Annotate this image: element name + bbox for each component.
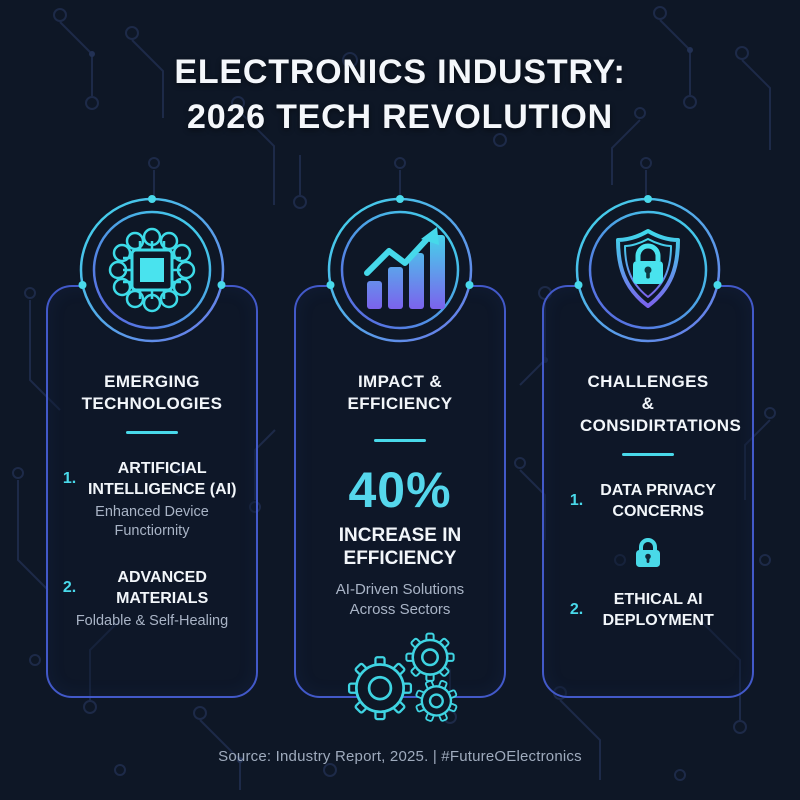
card-emerging-technologies: EMERGING TECHNOLOGIES 1. ARTIFICIAL INTE… <box>46 285 258 698</box>
column-impact-efficiency: IMPACT & EFFICIENCY 40% INCREASE IN EFFI… <box>294 195 506 722</box>
gears-icon <box>347 632 458 722</box>
card-title: CHALLENGES & CONSIDIRTATIONS <box>580 372 742 435</box>
shield-lock-badge <box>573 195 723 345</box>
cards-row: EMERGING TECHNOLOGIES 1. ARTIFICIAL INTE… <box>0 195 800 722</box>
stat-value: 40% <box>348 462 452 518</box>
item-number: 1. <box>569 492 584 509</box>
list-item-data-privacy: 1. DATA PRIVACY CONCERNS <box>558 480 738 522</box>
stat-subtitle: AI-Driven Solutions Across Sectors <box>335 581 465 618</box>
item-title: ARTIFICIAL INTELLIGENCE (AI) <box>87 460 237 498</box>
divider <box>126 431 178 434</box>
divider <box>622 453 674 456</box>
stat-label: INCREASE IN EFFICIENCY <box>338 525 462 569</box>
page-title: ELECTRONICS INDUSTRY: 2026 TECH REVOLUTI… <box>0 50 800 140</box>
shield-lock-icon <box>574 195 722 344</box>
divider <box>374 439 426 442</box>
lock-icon <box>636 538 660 567</box>
list-item-artificial-intelligence: 1. ARTIFICIAL INTELLIGENCE (AI) <box>62 458 242 500</box>
column-challenges-considerations: CHALLENGES & CONSIDIRTATIONS 1. DATA PRI… <box>542 195 754 703</box>
source-text: Source: Industry Report, 2025. | #Future… <box>218 748 582 765</box>
ai-chip-brain-badge <box>77 195 227 345</box>
item-number: 1. <box>62 470 77 487</box>
ai-chip-brain-icon <box>78 195 226 344</box>
item-title: DATA PRIVACY CONCERNS <box>600 482 717 520</box>
lock-mini-wrap <box>633 536 663 575</box>
page-title-line1: ELECTRONICS INDUSTRY: <box>174 53 626 91</box>
growth-chart-badge <box>325 195 475 345</box>
card-impact-efficiency: IMPACT & EFFICIENCY 40% INCREASE IN EFFI… <box>294 285 506 722</box>
page-title-line2: 2026 TECH REVOLUTION <box>187 98 613 136</box>
header: ELECTRONICS INDUSTRY: 2026 TECH REVOLUTI… <box>0 50 800 140</box>
item-subtitle: Enhanced Device Functiornity <box>95 504 209 539</box>
list-item-ethical-ai: 2. ETHICAL AI DEPLOYMENT <box>558 589 738 631</box>
item-title: ETHICAL AI DEPLOYMENT <box>602 591 714 629</box>
card-title: IMPACT & EFFICIENCY <box>347 372 453 413</box>
column-emerging-technologies: EMERGING TECHNOLOGIES 1. ARTIFICIAL INTE… <box>46 195 258 703</box>
card-title: EMERGING TECHNOLOGIES <box>81 372 223 413</box>
item-subtitle: Foldable & Self-Healing <box>75 613 229 629</box>
growth-bar-chart-icon <box>326 195 474 344</box>
card-challenges-considerations: CHALLENGES & CONSIDIRTATIONS 1. DATA PRI… <box>542 285 754 698</box>
gears-wrap <box>310 630 490 735</box>
item-title: ADVANCED MATERIALS <box>116 569 209 607</box>
item-number: 2. <box>62 579 77 596</box>
list-item-advanced-materials: 2. ADVANCED MATERIALS <box>62 567 242 609</box>
footer: Source: Industry Report, 2025. | #Future… <box>0 748 800 766</box>
item-number: 2. <box>569 601 584 618</box>
